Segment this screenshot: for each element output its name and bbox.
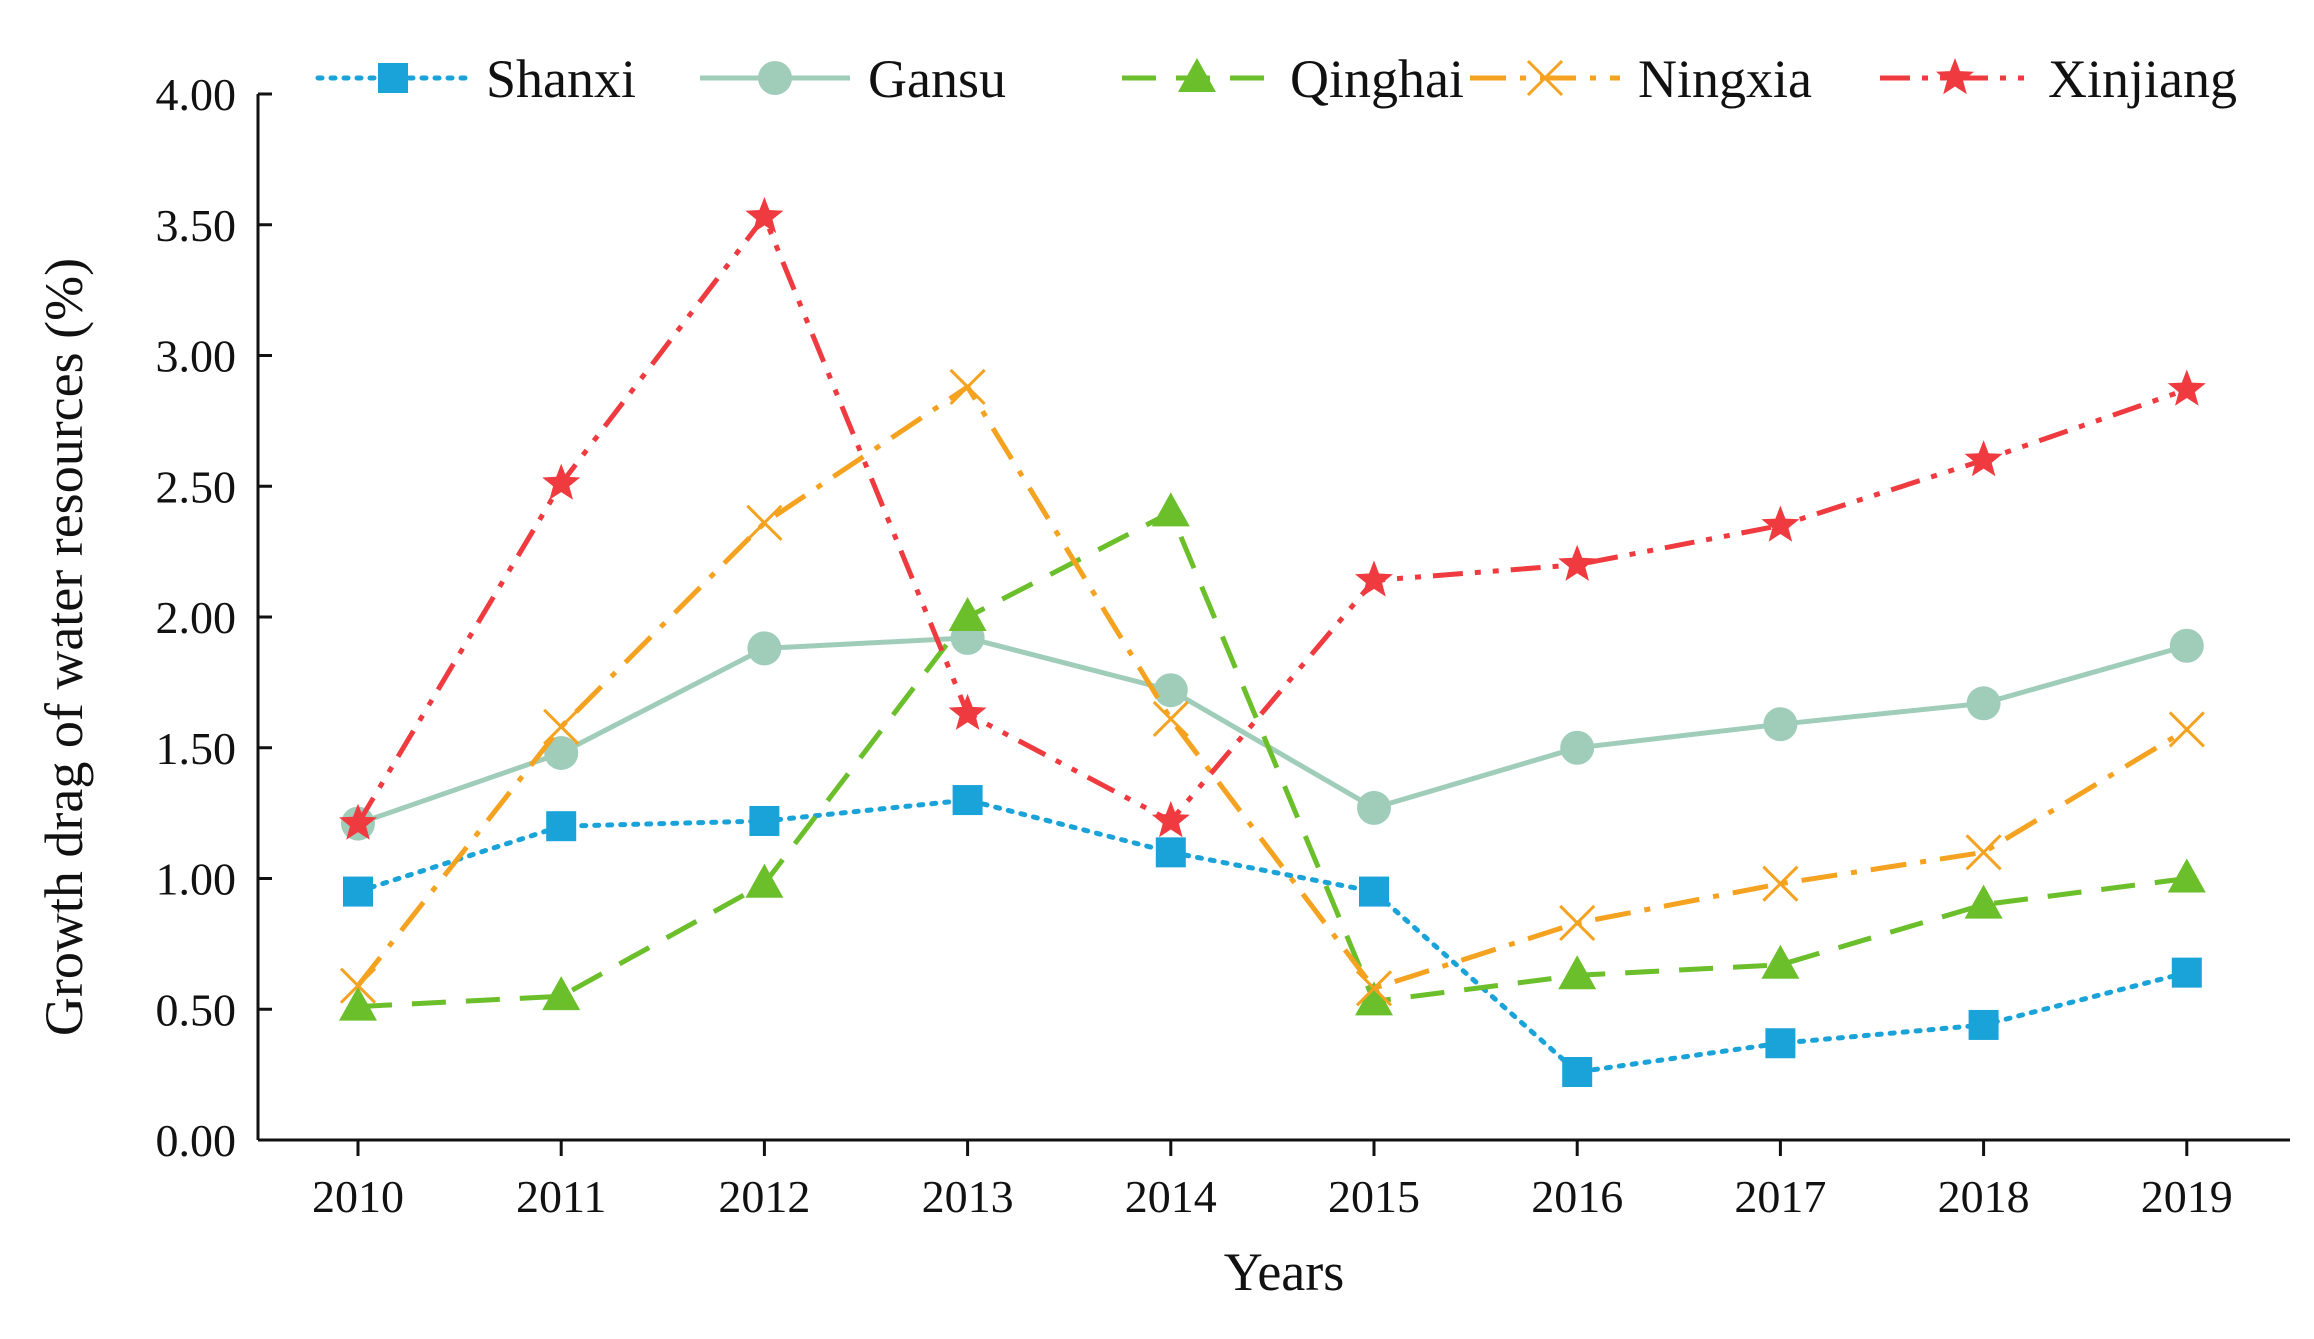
y-tick-label: 0.00 [156, 1115, 237, 1166]
x-axis-title: Years [1224, 1242, 1345, 1302]
data-point-qinghai [339, 986, 377, 1021]
legend-label-ningxia: Ningxia [1638, 49, 1812, 109]
x-axis-ticks: 2010 2011 2012 2013 2014 2015 2016 2017 2018 2019 [312, 1140, 2233, 1222]
data-point-xinjiang [542, 463, 581, 500]
data-point-shanxi [1968, 1009, 1999, 1040]
y-tick-label: 0.50 [156, 984, 237, 1035]
series-line-qinghai [357, 509, 2188, 1010]
x-tick-label: 2016 [1531, 1171, 1623, 1222]
data-point-gansu [747, 631, 782, 666]
data-point-gansu [1560, 730, 1595, 765]
data-point-gansu [1357, 790, 1391, 825]
series-line-xinjiang [355, 214, 2188, 825]
data-point-shanxi [749, 805, 780, 836]
y-tick-label: 3.00 [156, 331, 237, 382]
x-tick-label: 2011 [516, 1171, 606, 1222]
data-point-gansu [2169, 628, 2204, 663]
x-tick-label: 2013 [922, 1171, 1014, 1222]
series-shanxi [343, 785, 2202, 1088]
series-line-ningxia [356, 384, 2189, 991]
data-point-gansu [544, 735, 579, 770]
data-point-shanxi [1562, 1057, 1593, 1088]
series-gansu [341, 620, 2204, 841]
legend-marker-xinjiang [1936, 58, 1974, 95]
data-point-gansu [1153, 673, 1188, 708]
data-point-xinjiang [1355, 560, 1393, 597]
x-tick-label: 2019 [2141, 1171, 2233, 1222]
y-tick-label: 2.50 [156, 461, 237, 512]
data-point-xinjiang [745, 196, 784, 234]
legend-label-gansu: Gansu [868, 49, 1006, 109]
data-point-shanxi [2171, 957, 2202, 988]
legend-label-shanxi: Shanxi [486, 49, 636, 109]
data-point-shanxi [1359, 876, 1389, 907]
data-point-qinghai [1355, 981, 1393, 1016]
legend-label-qinghai: Qinghai [1290, 49, 1464, 109]
data-point-gansu [1763, 707, 1798, 742]
data-point-qinghai [1964, 884, 2003, 919]
legend-marker-gansu [758, 61, 792, 95]
y-axis-title: Growth drag of water resources (%) [34, 258, 94, 1036]
series-ningxia [339, 368, 2205, 1007]
data-point-ningxia [543, 708, 580, 745]
legend: Shanxi Gansu Qinghai Ningxia Xinjiang [315, 49, 2237, 109]
legend-label-xinjiang: Xinjiang [2048, 49, 2237, 109]
data-point-gansu [1966, 686, 2001, 721]
data-point-shanxi [952, 785, 983, 816]
data-point-shanxi [343, 876, 373, 907]
data-point-xinjiang [948, 693, 987, 730]
data-point-ningxia [949, 368, 986, 405]
x-tick-label: 2012 [718, 1171, 810, 1222]
data-point-shanxi [546, 811, 577, 842]
x-tick-label: 2015 [1328, 1171, 1420, 1222]
data-point-xinjiang [1761, 505, 1800, 542]
data-point-shanxi [1765, 1028, 1796, 1059]
data-point-xinjiang [1558, 544, 1597, 581]
data-point-qinghai [948, 597, 987, 631]
x-tick-label: 2010 [312, 1171, 404, 1222]
series-layer [339, 196, 2206, 1088]
data-point-xinjiang [339, 803, 377, 840]
y-tick-label: 4.00 [156, 69, 237, 120]
data-point-xinjiang [1151, 801, 1190, 838]
data-point-shanxi [1155, 837, 1186, 868]
data-point-qinghai [2167, 858, 2206, 893]
series-line-gansu [357, 635, 2188, 826]
data-point-xinjiang [2167, 369, 2206, 406]
legend-item-ningxia: Ningxia [1470, 49, 1812, 109]
y-axis-ticks: 0.00 0.50 1.00 1.50 2.00 2.50 3.00 3.50 4.00 [156, 69, 272, 1166]
legend-marker-shanxi [378, 63, 408, 93]
data-point-ningxia [1355, 970, 1393, 1007]
data-point-ningxia [1559, 904, 1596, 942]
data-point-qinghai [542, 976, 581, 1011]
data-point-xinjiang [1964, 440, 2003, 477]
y-tick-label: 3.50 [156, 200, 237, 251]
x-tick-label: 2014 [1125, 1171, 1217, 1222]
x-tick-label: 2017 [1734, 1171, 1826, 1222]
series-qinghai [339, 492, 2206, 1021]
legend-item-xinjiang: Xinjiang [1880, 49, 2237, 109]
legend-item-qinghai: Qinghai [1122, 49, 1464, 109]
data-point-ningxia [339, 967, 377, 1004]
data-point-qinghai [1761, 944, 1800, 979]
series-xinjiang [339, 196, 2206, 840]
data-point-ningxia [746, 504, 783, 541]
data-point-qinghai [1558, 955, 1597, 990]
series-line-shanxi [355, 797, 2190, 1075]
x-tick-label: 2018 [1938, 1171, 2030, 1222]
legend-item-gansu: Gansu [700, 49, 1006, 109]
y-tick-label: 2.00 [156, 592, 237, 643]
y-tick-label: 1.50 [156, 723, 237, 774]
data-point-ningxia [1965, 834, 2002, 871]
y-tick-label: 1.00 [156, 854, 237, 905]
data-point-ningxia [1762, 865, 1799, 902]
legend-marker-ningxia [1526, 59, 1564, 97]
data-point-ningxia [1152, 700, 1189, 738]
data-point-qinghai [1151, 492, 1190, 527]
data-point-qinghai [745, 863, 784, 898]
legend-item-shanxi: Shanxi [315, 49, 636, 109]
data-point-ningxia [2168, 711, 2205, 748]
legend-marker-qinghai [1178, 58, 1216, 92]
